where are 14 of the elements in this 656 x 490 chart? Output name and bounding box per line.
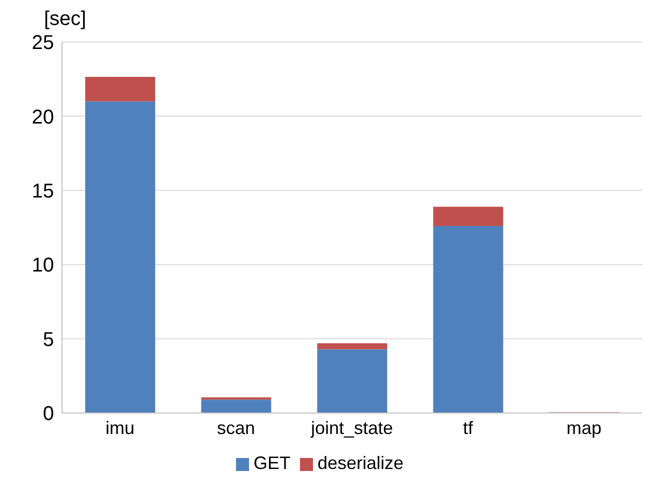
y-tick-label: 5 <box>42 328 54 351</box>
x-tick-label: map <box>566 418 602 438</box>
y-tick-label: 0 <box>42 403 54 426</box>
y-tick-label: 15 <box>32 180 54 202</box>
x-tick-label: scan <box>216 418 256 438</box>
y-axis-title: [sec] <box>44 8 86 31</box>
y-tick-label: 10 <box>32 254 54 277</box>
y-tick-label: 20 <box>32 106 54 128</box>
y-tick-label: 25 <box>32 32 54 54</box>
legend-label: deserialize <box>317 453 404 473</box>
x-tick-label: tf <box>462 418 474 438</box>
x-tick-label: joint_state <box>310 418 394 438</box>
legend-label: GET <box>253 453 290 473</box>
x-tick-label: imu <box>105 418 135 438</box>
